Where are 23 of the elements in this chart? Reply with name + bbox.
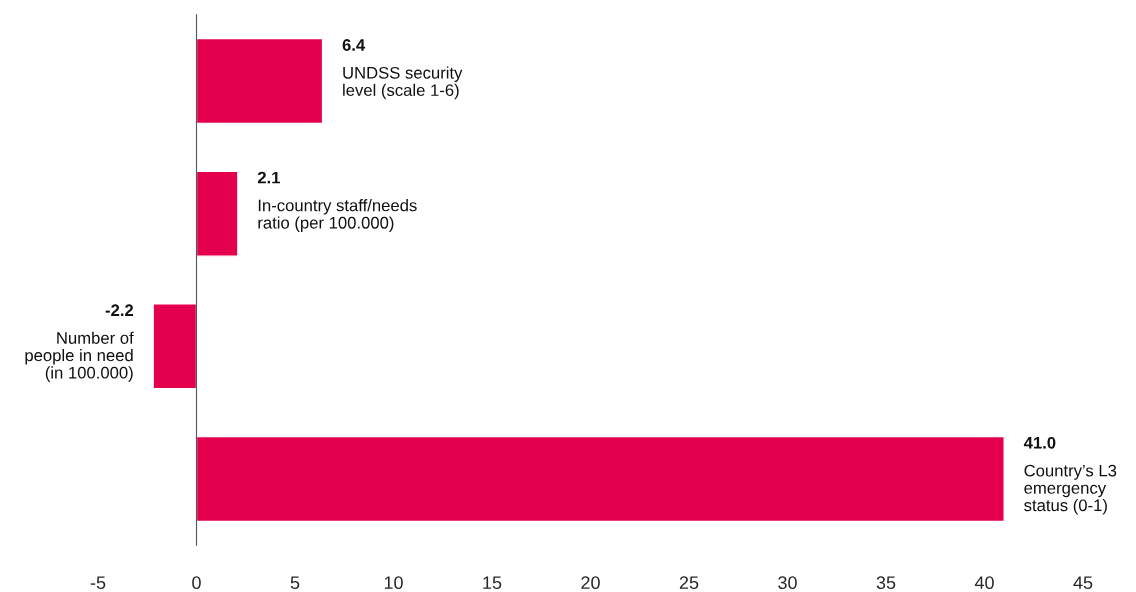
y-tick-label: UNDSS security level (scale 1-6) [343, 66, 463, 100]
x-tick-label: 20 [581, 576, 600, 590]
y-tick-label: In-country staff/needs ratio (per 100.000) [258, 199, 417, 232]
x-tick-label: 45 [1073, 576, 1093, 590]
bar [195, 435, 1005, 523]
x-tick-label: 15 [483, 576, 502, 590]
data-label: -2.2 [105, 304, 134, 316]
x-tick-label: -5 [90, 576, 106, 590]
y-tick-label: Country’s L3 emergency status (0-1) [1024, 464, 1117, 515]
data-label: 41.0 [1023, 436, 1056, 449]
x-tick-label: 10 [384, 576, 403, 590]
data-label: 6.4 [342, 39, 366, 51]
data-label: 2.1 [257, 171, 281, 184]
x-tick-label: 30 [778, 576, 797, 590]
y-tick-label: Number of people in need (in 100.000) [25, 331, 134, 382]
bar [152, 303, 198, 390]
x-tick-label: 40 [974, 576, 994, 590]
bar [195, 170, 239, 257]
x-tick-label: 0 [192, 576, 201, 590]
x-tick-label: 35 [876, 576, 896, 590]
x-tick-label: 5 [290, 576, 300, 590]
bar [195, 37, 324, 125]
x-tick-label: 25 [679, 576, 699, 590]
